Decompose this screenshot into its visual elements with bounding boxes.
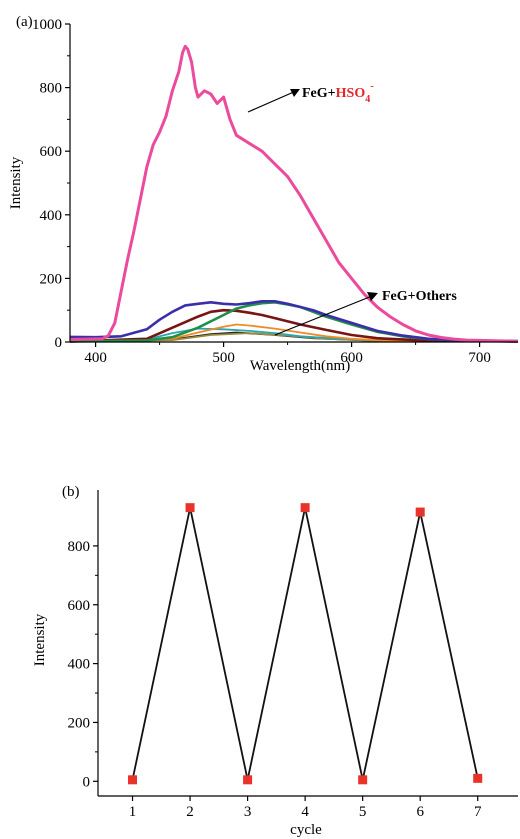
data-point-1-6 [473, 773, 483, 783]
chart-b: (b) 1 2 3 4 5 6 7 0 200 400 600 800 cycle Intensity [32, 484, 518, 838]
annotation-hso4-sub: 4 [365, 94, 370, 105]
annotation-hso4-main: FeG+ [302, 86, 336, 101]
annotation-hso4: FeG+HSO4- [302, 80, 374, 105]
x-tick-label-1-2: 3 [244, 804, 252, 820]
axes-b [97, 490, 518, 797]
x-tick-label-1-5: 6 [416, 804, 424, 820]
data-point-1-4 [358, 775, 368, 785]
annotation-arrowhead-hso4 [290, 89, 300, 97]
y-tick-label-0-0: 0 [55, 335, 63, 351]
x-tick-label-1-0: 1 [129, 804, 137, 820]
annotation-hso4-sup: - [370, 80, 374, 92]
chart-a: (a) 400 500 600 700 0 200 400 600 800 1000 Wavele… [8, 14, 519, 374]
data-point-1-2 [243, 775, 253, 785]
y-tick-label-0-5: 1000 [32, 17, 62, 33]
y-tick-label-0-3: 600 [40, 144, 63, 160]
x-axis-label-b: cycle [290, 822, 322, 838]
series-line-1-0 [131, 506, 479, 781]
y-tick-label-1-3: 600 [68, 598, 91, 614]
data-point-1-0 [128, 775, 138, 785]
x-tick-label-1-6: 7 [474, 804, 482, 820]
x-tick-label-1-1: 2 [186, 804, 194, 820]
series-group-a [69, 44, 519, 343]
data-point-1-5 [415, 507, 425, 517]
series-line-0-1 [69, 300, 519, 343]
y-tick-label-1-1: 200 [68, 715, 91, 731]
annotation-arrow-hso4 [247, 90, 297, 113]
y-tick-label-0-1: 200 [40, 271, 63, 287]
panel-label-b: (b) [62, 484, 80, 500]
y-tick-label-1-0: 0 [83, 774, 91, 790]
series-line-0-3 [69, 308, 519, 343]
panel-label-a: (a) [16, 14, 33, 30]
y-tick-label-1-2: 400 [68, 657, 91, 673]
data-point-1-3 [300, 503, 310, 513]
x-axis-label-a: Wavelength(nm) [250, 358, 350, 374]
x-tick-label-0-0: 400 [84, 350, 107, 366]
annotation-hso4-accent: HSO [336, 86, 366, 101]
annotation-arrow-others [274, 295, 373, 336]
series-line-0-4 [69, 323, 519, 343]
x-tick-label-1-4: 5 [359, 804, 367, 820]
y-axis-label-b: Intensity [32, 613, 48, 666]
annotation-arrowhead-others [367, 292, 378, 301]
x-tick-label-0-1: 500 [212, 350, 235, 366]
data-point-1-1 [185, 503, 195, 513]
series-group-b [128, 503, 483, 785]
annotation-others: FeG+Others [382, 289, 457, 304]
x-tick-label-0-2: 600 [340, 350, 363, 366]
y-tick-label-1-4: 800 [68, 539, 91, 555]
y-axis-label-a: Intensity [8, 156, 24, 209]
series-line-0-0 [69, 44, 519, 343]
y-tick-label-0-4: 800 [40, 81, 63, 97]
y-tick-label-0-2: 400 [40, 208, 63, 224]
ticks-a: 400 500 600 700 0 200 400 600 800 1000 [32, 17, 491, 366]
ticks-b: 1 2 3 4 5 6 7 0 200 400 600 800 [68, 539, 482, 820]
x-tick-label-0-3: 700 [468, 350, 491, 366]
x-tick-label-1-3: 4 [301, 804, 309, 820]
